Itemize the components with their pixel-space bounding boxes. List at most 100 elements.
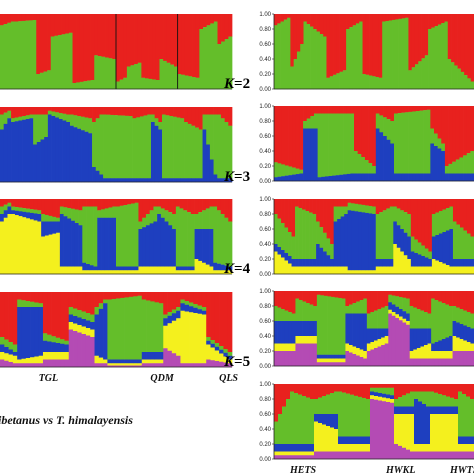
admixture-bar	[60, 339, 65, 344]
admixture-bar	[364, 106, 369, 161]
admixture-bar	[228, 199, 233, 222]
admixture-bar	[274, 244, 278, 252]
admixture-bar	[427, 358, 432, 367]
admixture-bar	[306, 106, 311, 119]
admixture-bar	[17, 307, 22, 360]
admixture-bar	[107, 299, 113, 360]
admixture-bar	[379, 132, 384, 182]
admixture-bar	[283, 14, 288, 20]
admixture-bar	[324, 295, 328, 355]
admixture-bar	[372, 173, 377, 182]
admixture-bar	[152, 79, 157, 90]
admixture-bar	[277, 176, 282, 182]
admixture-bar	[0, 214, 5, 222]
admixture-bar	[137, 359, 143, 364]
admixture-bar	[426, 109, 431, 174]
admixture-bar	[370, 399, 375, 460]
admixture-bar	[209, 199, 214, 207]
admixture-bar	[318, 414, 323, 424]
admixture-bar	[86, 270, 91, 275]
admixture-bar	[374, 340, 378, 349]
admixture-bar	[378, 387, 383, 394]
admixture-bar	[277, 321, 282, 344]
admixture-bar	[81, 334, 87, 368]
admixture-bar	[107, 292, 113, 300]
admixture-bar	[221, 41, 226, 90]
admixture-bar	[114, 107, 119, 116]
admixture-bar	[187, 270, 192, 275]
admixture-bar	[398, 18, 403, 90]
admixture-bar	[103, 363, 108, 368]
admixture-bar	[351, 270, 356, 275]
admixture-bar	[81, 130, 86, 183]
admixture-bar	[213, 107, 218, 115]
admixture-bar	[450, 384, 455, 398]
admixture-bar	[441, 143, 446, 152]
admixture-bar	[313, 321, 318, 337]
admixture-bar	[294, 451, 299, 456]
admixture-bar	[219, 361, 224, 368]
admixture-bar	[14, 14, 19, 22]
admixture-bar	[64, 359, 70, 368]
admixture-bar	[419, 106, 424, 111]
admixture-bar	[441, 151, 446, 182]
admixture-bar	[51, 292, 57, 337]
admixture-bar	[162, 114, 167, 179]
admixture-bar	[408, 70, 413, 90]
y-tick-label: 0.60	[259, 134, 271, 140]
admixture-bar	[224, 217, 229, 266]
admixture-bar	[128, 296, 134, 360]
admixture-bar	[434, 106, 438, 134]
structure-panel-7: 0.000.200.400.600.801.00	[259, 197, 474, 278]
admixture-bar	[116, 298, 121, 360]
admixture-bar	[316, 362, 321, 367]
admixture-bar	[153, 206, 158, 222]
admixture-bar	[344, 199, 349, 207]
admixture-bar	[184, 311, 190, 364]
admixture-bar	[330, 384, 335, 394]
admixture-bar	[95, 107, 100, 119]
admixture-bar	[445, 208, 450, 231]
admixture-bar	[277, 254, 282, 275]
admixture-bar	[284, 253, 289, 261]
admixture-bar	[358, 211, 363, 271]
admixture-bar	[195, 127, 200, 179]
admixture-bar	[298, 384, 303, 395]
admixture-bar	[88, 133, 93, 183]
admixture-bar	[65, 33, 70, 90]
admixture-bar	[38, 292, 44, 304]
admixture-bar	[354, 270, 359, 275]
admixture-bar	[278, 451, 283, 456]
admixture-bar	[108, 217, 113, 271]
admixture-bar	[206, 107, 211, 115]
admixture-bar	[219, 292, 224, 347]
admixture-bar	[438, 211, 443, 234]
admixture-bar	[73, 115, 78, 128]
admixture-bar	[459, 227, 464, 260]
admixture-bar	[441, 303, 446, 340]
admixture-bar	[62, 113, 67, 121]
admixture-bar	[274, 451, 279, 456]
admixture-bar	[434, 300, 439, 343]
admixture-bar	[306, 303, 311, 322]
admixture-bar	[112, 59, 117, 90]
y-tick-label: 0.40	[259, 334, 271, 340]
admixture-bar	[422, 391, 427, 405]
admixture-bar	[29, 114, 34, 119]
admixture-bar	[410, 414, 415, 452]
admixture-bar	[466, 384, 471, 397]
admixture-bar	[43, 14, 48, 72]
admixture-bar	[334, 414, 339, 430]
admixture-bar	[382, 393, 387, 398]
admixture-bar	[134, 270, 139, 275]
admixture-bar	[430, 143, 435, 182]
admixture-bar	[163, 314, 168, 319]
admixture-bar	[84, 117, 89, 132]
admixture-bar	[125, 107, 130, 116]
admixture-bar	[26, 218, 31, 275]
admixture-bar	[192, 14, 197, 78]
admixture-bar	[90, 322, 95, 330]
admixture-bar	[314, 421, 319, 452]
admixture-bar	[95, 118, 100, 171]
admixture-bar	[29, 219, 35, 275]
